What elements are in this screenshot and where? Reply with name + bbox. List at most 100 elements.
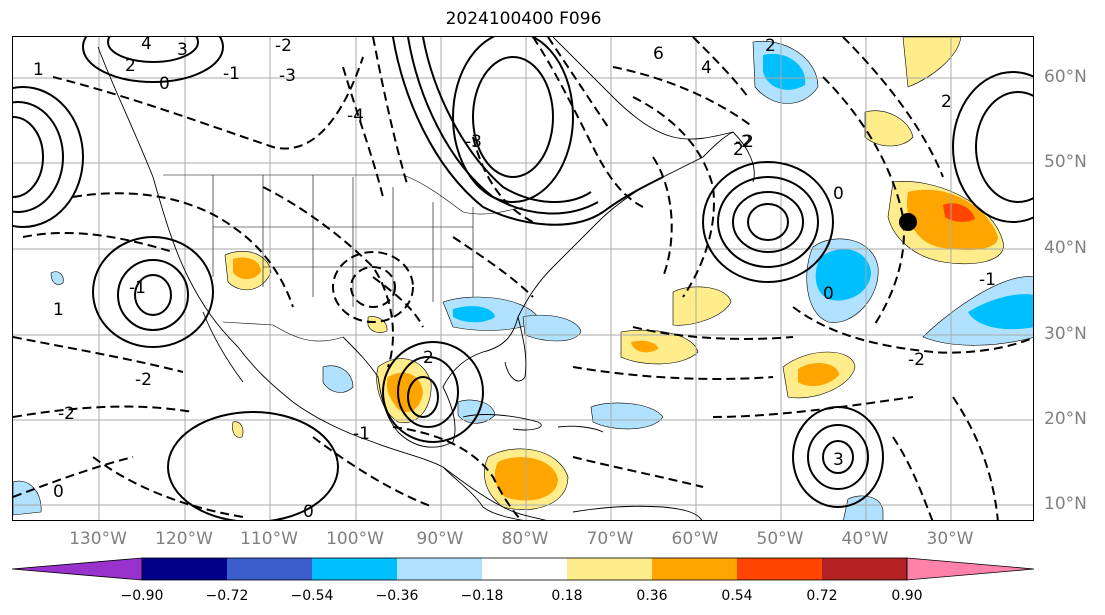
lon-label: 80°W <box>501 529 549 549</box>
contours-dashed <box>13 37 1033 520</box>
contour-sw-pac <box>167 411 339 520</box>
fill-cyan-se-us <box>453 306 495 323</box>
contour-gulf-high-2 <box>397 356 459 428</box>
contour-west-pos-2 <box>13 101 64 213</box>
colorbar-tick: 0.18 <box>551 588 583 604</box>
map-canvas: 4 3 2 0 1 -1 -2 -3 -4 6 2 4 0 -2 2 -2 -1… <box>13 37 1033 521</box>
lon-label: 30°W <box>926 529 974 549</box>
contour-dashed-16 <box>842 37 944 178</box>
contour-label: -1 <box>129 278 146 298</box>
contour-south-high-1 <box>792 406 884 508</box>
contour-label: 2 <box>765 37 776 56</box>
fill-blue-pr <box>590 402 664 430</box>
contour-label: 4 <box>141 37 152 54</box>
contour-nw-pos-2 <box>107 37 199 63</box>
border-us-canada <box>163 174 524 215</box>
contour-label: -2 <box>735 132 752 152</box>
fill-cyan-north <box>763 53 806 90</box>
lon-label: 60°W <box>671 529 719 549</box>
contour-dashed-29 <box>572 456 704 488</box>
contour-pac-high-1 <box>92 236 214 348</box>
coast-hispaniola <box>557 425 604 433</box>
contour-label: -4 <box>347 106 364 126</box>
fill-yellow-baja <box>232 421 244 438</box>
contour-dashed-21 <box>892 436 934 520</box>
contour-label: 0 <box>303 502 314 521</box>
colorbar-tick: 0.54 <box>721 588 753 604</box>
contour-ne-high-1 <box>952 71 1033 223</box>
contour-dashed-1 <box>52 56 364 150</box>
contour-label: 4 <box>701 58 712 78</box>
colorbar-tick: −0.54 <box>290 588 334 604</box>
fill-blue-pac <box>50 271 64 285</box>
contour-dashed-17 <box>792 306 1033 354</box>
contour-label: 1 <box>53 300 64 320</box>
contour-gulf-high-1 <box>382 341 484 443</box>
coast-west-na <box>97 46 547 520</box>
contour-dashed-12 <box>612 66 754 128</box>
lon-label: 110°W <box>240 529 298 549</box>
contours-solid <box>13 37 1033 520</box>
colorbar <box>11 557 1035 581</box>
contour-label: 1 <box>33 60 44 80</box>
contour-label: -2 <box>58 404 75 424</box>
fill-yellow-north <box>902 37 962 88</box>
contour-label: -2 <box>908 350 925 370</box>
contour-dashed-19 <box>572 366 774 380</box>
contour-dashed-28 <box>392 426 523 520</box>
contour-gulf-high-3 <box>407 376 439 418</box>
contour-label: 0 <box>833 184 844 204</box>
contour-dashed-low-2 <box>350 266 396 308</box>
borders <box>163 174 524 342</box>
map-title: 2024100400 F096 <box>445 9 602 29</box>
coast-baja <box>202 311 244 383</box>
contour-west-pos-1 <box>13 86 84 228</box>
fill-yellow-52n <box>864 110 914 147</box>
contour-labels: 4 3 2 0 1 -1 -2 -3 -4 6 2 4 0 -2 2 -2 -1… <box>33 37 996 521</box>
fill-blue-atl <box>522 314 582 342</box>
contour-label: -1 <box>223 64 240 84</box>
lat-label: 60°N <box>1044 67 1087 87</box>
colorbar-segment <box>567 558 652 580</box>
colorbar-tick: 0.72 <box>806 588 838 604</box>
contour-label: -2 <box>135 370 152 390</box>
contour-label: -2 <box>275 37 292 56</box>
border-us-mexico <box>222 321 344 342</box>
contour-label: -1 <box>353 424 370 444</box>
coastlines <box>97 37 755 520</box>
contour-dashed-9 <box>372 37 409 188</box>
fill-yellow-tx <box>367 316 388 333</box>
contour-atl-high-2 <box>717 176 819 268</box>
colorbar-segment <box>397 558 482 580</box>
colorbar-segment <box>737 558 822 580</box>
contour-dashed-30 <box>692 37 749 98</box>
contour-atl-high-3 <box>732 191 804 253</box>
location-marker <box>899 213 917 231</box>
coast-cuba <box>462 414 542 431</box>
contour-dashed-low-1 <box>332 251 414 323</box>
contour-ridge-high-2 <box>472 56 554 178</box>
lon-label: 90°W <box>416 529 464 549</box>
contour-dashed-4 <box>13 336 184 373</box>
contour-label: 2 <box>125 56 136 76</box>
lon-label: 130°W <box>69 529 127 549</box>
coast-south-am <box>572 505 703 520</box>
contour-west-pos-3 <box>13 116 44 198</box>
contour-dashed-13 <box>632 96 715 298</box>
contour-atl-high-4 <box>747 203 789 241</box>
contour-ridge-high-1 <box>452 37 574 203</box>
fill-blue-mex <box>322 365 354 393</box>
colorbar-frame <box>141 557 908 581</box>
lon-label: 120°W <box>155 529 213 549</box>
fill-blue-south <box>843 495 884 520</box>
contour-dashed-3 <box>22 232 174 253</box>
coast-east-us <box>517 131 734 318</box>
contour-dashed-10 <box>532 37 644 208</box>
contour-dashed-6 <box>13 456 134 498</box>
contour-dashed-26 <box>372 276 424 328</box>
fill-orange-22n <box>798 363 839 387</box>
contour-label: 0 <box>53 482 64 502</box>
contour-atl-high-1 <box>702 161 834 283</box>
contour-ne-high-2 <box>975 91 1033 203</box>
colorbar-segment <box>482 558 567 580</box>
